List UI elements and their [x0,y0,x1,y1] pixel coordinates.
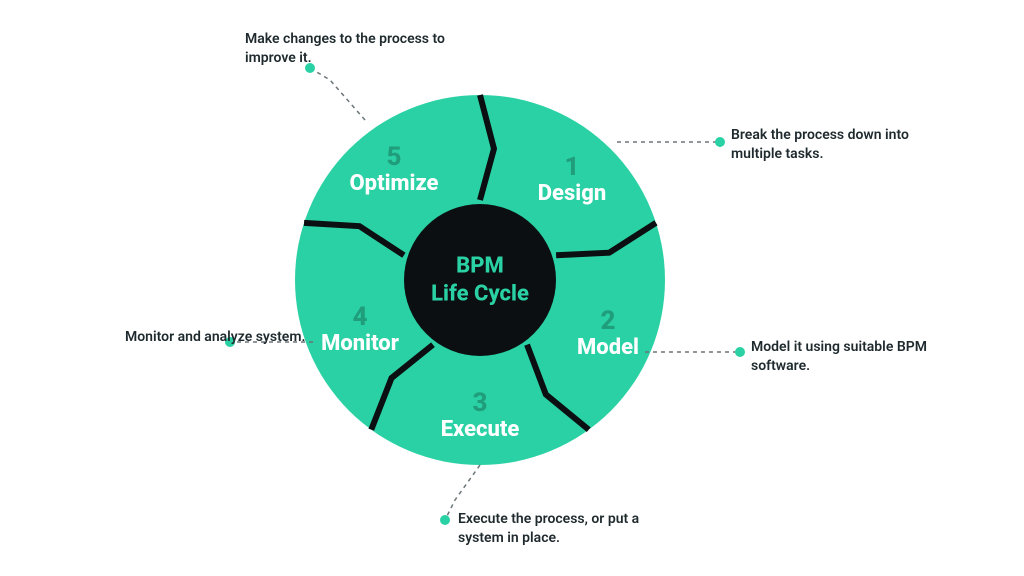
callout-model: Model it using suitable BPM software. [751,338,961,376]
diagram-canvas: BPM Life Cycle 1Design2Model3Execute4Mon… [0,0,1024,576]
callout-monitor: Monitor and analyze system. [125,328,305,347]
callout-optimize: Make changes to the process to improve i… [245,30,455,68]
center-label-line2: Life Cycle [431,280,529,308]
center-label: BPM Life Cycle [431,253,529,308]
callout-design: Break the process down into multiple tas… [731,126,941,164]
center-label-line1: BPM [431,253,529,281]
callout-execute: Execute the process, or put a system in … [458,510,668,548]
